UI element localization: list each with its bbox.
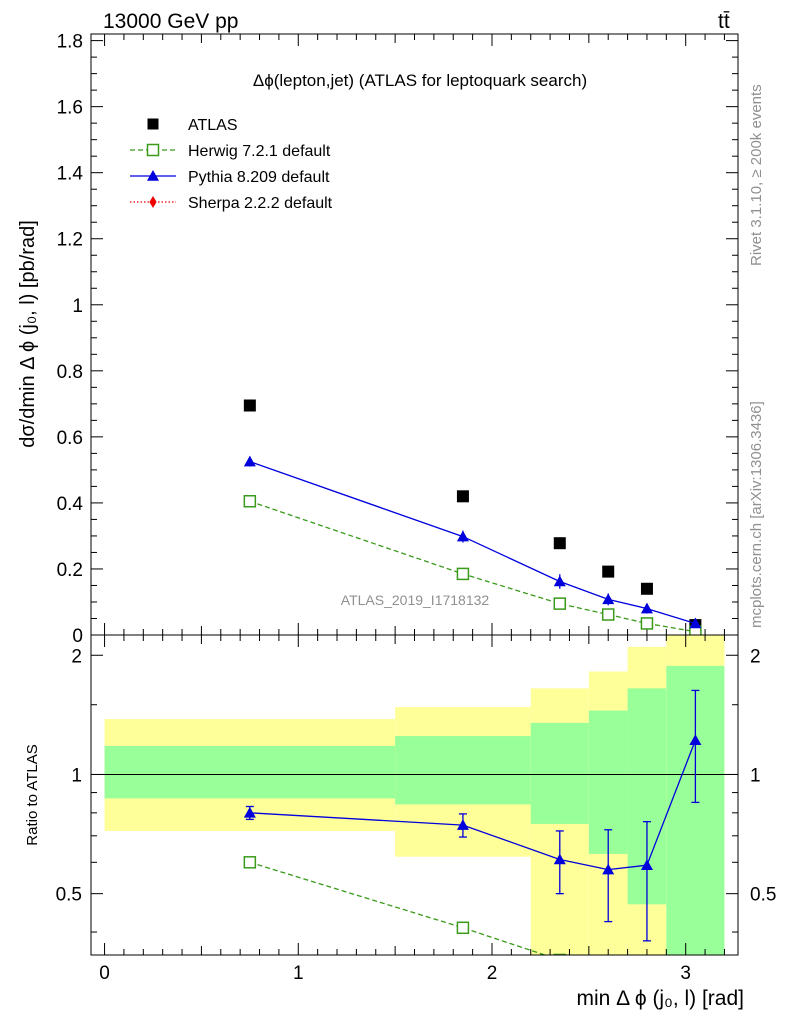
herwig-7-2-1-default-line: [249, 500, 696, 633]
ratio-y-tick-label: 0.5: [56, 885, 82, 906]
herwig-7-2-1-default-ratio-point: [456, 921, 470, 935]
herwig-7-2-1-default-ratio-point: [243, 856, 257, 869]
analysis-id: ATLAS_2019_I1718132: [341, 592, 490, 608]
pythia-8-209-default-point: [689, 617, 702, 629]
herwig-7-2-1-default-ratio-point: [603, 976, 614, 987]
atlas-point: [243, 399, 256, 412]
main-y-tick-label: 0.8: [57, 362, 83, 383]
rivet-label: Rivet 3.1.10, ≥ 200k events: [748, 84, 765, 266]
ratio-uncertainty-bands: [104, 635, 725, 955]
main-y-tick-label: 1.6: [57, 98, 83, 119]
process-label: tt̄: [718, 10, 730, 33]
main-y-ticks: 0 0.2 0.4 0.6 0.8 1 1.2 1.4 1.6 1.8: [57, 32, 738, 647]
legend-label-sherpa-2-2-2-default: Sherpa 2.2.2 default: [188, 195, 333, 212]
main-y-tick-label: 0.2: [57, 560, 83, 581]
ratio-x-tick-label: 3: [680, 963, 691, 984]
main-title: Δϕ(lepton,jet) (ATLAS for leptoquark sea…: [253, 71, 587, 90]
ratio-x-tick-label: 0: [99, 963, 110, 984]
atlas-point: [456, 490, 469, 503]
legend-label-atlas: ATLAS: [188, 117, 238, 134]
main-y-tick-label: 1.8: [57, 32, 83, 53]
herwig-7-2-1-default-point: [640, 617, 654, 630]
atlas-point: [602, 565, 615, 578]
ratio-frame: [90, 634, 739, 956]
pythia-8-209-default-point: [243, 455, 256, 467]
herwig-7-2-1-default-point: [601, 608, 615, 621]
pythia-8-209-default-ratio-point: [689, 734, 702, 746]
ratio-x-tick-label: 1: [293, 963, 304, 984]
ratio-y-tick-label-right: 2: [750, 646, 761, 667]
ratio-y-ticks: 0.5 0.5 1 1 2 2: [56, 646, 776, 933]
legend-marker-sherpa-2-2-2-default: [149, 196, 157, 208]
herwig-7-2-1-default-point: [243, 495, 257, 508]
main-y-tick-label: 1: [72, 296, 83, 317]
ratio-panel: 0.5 0.5 1 1 2 2 0 1 2 3 Ratio to ATLAS min Δ ϕ (…: [24, 635, 776, 1010]
herwig-7-2-1-default-point: [553, 597, 567, 610]
pythia-8-209-default-point: [640, 602, 653, 614]
main-x-ticks: [104, 34, 725, 635]
legend-marker-herwig-7-2-1-default: [146, 143, 160, 157]
green-band-segment: [530, 722, 589, 824]
herwig-7-2-1-default-ratio-point: [553, 953, 567, 955]
main-y-tick-label: 1.4: [57, 164, 84, 185]
ratio-y-tick-label-right: 0.5: [750, 885, 776, 906]
pythia-8-209-default-ratio-point: [640, 859, 653, 870]
atlas-point: [553, 537, 566, 550]
mcplots-label: mcplots.cern.ch [arXiv:1306.3436]: [748, 401, 765, 628]
pythia-8-209-default-ratio-point: [602, 863, 615, 875]
legend-marker-pythia-8-209-default: [147, 170, 159, 181]
main-y-tick-label: 0.6: [57, 428, 83, 449]
ratio-y-axis-label: Ratio to ATLAS: [24, 744, 41, 845]
main-y-tick-label: 1.2: [57, 230, 83, 251]
herwig-7-2-1-default-ratio-line: [249, 861, 547, 955]
herwig-7-2-1-default-point: [456, 567, 470, 581]
ratio-series: [243, 689, 702, 987]
main-series: [243, 399, 702, 635]
main-y-tick-label: 0: [72, 626, 83, 647]
ratio-y-tick-label: 2: [71, 646, 82, 667]
legend-marker-atlas: [147, 118, 159, 130]
pythia-8-209-default-point: [456, 530, 469, 542]
green-band-segment: [104, 745, 396, 799]
atlas-point: [640, 582, 653, 595]
main-panel: Δϕ(lepton,jet) (ATLAS for leptoquark sea…: [17, 32, 738, 647]
main-y-axis-label: dσ/dmin Δ ϕ (j₀, l) [pb/rad]: [17, 220, 39, 448]
legend: ATLAS Herwig 7.2.1 default Pythia 8.209 de…: [130, 117, 333, 212]
x-axis-label: min Δ ϕ (j₀, l) [rad]: [576, 987, 744, 1010]
ratio-y-tick-label-right: 1: [750, 765, 761, 786]
energy-label: 13000 GeV pp: [103, 10, 238, 33]
pythia-8-209-default-ratio-point: [553, 853, 566, 865]
main-y-tick-label: 0.4: [57, 494, 84, 515]
legend-label-pythia-8-209-default: Pythia 8.209 default: [188, 169, 330, 186]
pythia-8-209-default-point: [602, 593, 615, 605]
pythia-8-209-default-line: [249, 461, 696, 625]
legend-label-herwig-7-2-1-default: Herwig 7.2.1 default: [188, 143, 331, 160]
pythia-8-209-default-ratio-point: [456, 819, 469, 830]
pythia-8-209-default-ratio-point: [243, 806, 256, 818]
ratio-y-tick-label: 1: [71, 765, 82, 786]
ratio-x-ticks: 0 1 2 3: [99, 635, 725, 984]
pythia-8-209-default-point: [553, 575, 566, 587]
pythia-8-209-default-ratio-line: [249, 740, 696, 871]
green-band-segment: [395, 736, 531, 805]
ratio-x-tick-label: 2: [487, 963, 498, 984]
